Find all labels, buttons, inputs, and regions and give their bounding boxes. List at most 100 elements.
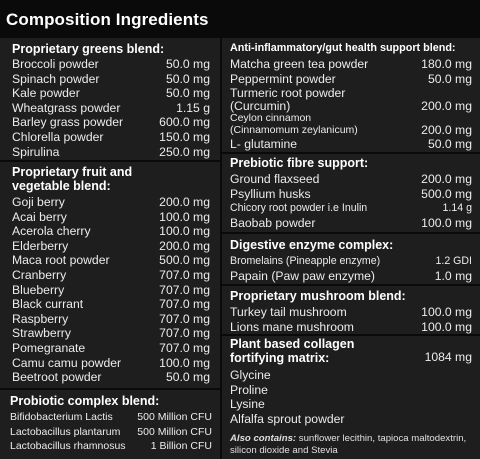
ingredient-amount: 600.0 mg <box>159 115 210 130</box>
probiotic-heading: Probiotic complex blend: <box>10 394 160 408</box>
page-title: Composition Ingredients <box>6 10 209 29</box>
ingredient-amount: 500.0 mg <box>159 253 210 268</box>
ingredient-amount: 150.0 mg <box>159 129 210 144</box>
ingredient-name: Ceylon cinnamon (Cinnamomum zeylanicum) <box>230 112 358 136</box>
ingredient-row: L- glutamine 50.0 mg <box>230 137 472 152</box>
ingredient-name: Pomegranate <box>12 340 86 355</box>
ingredient-name: Elderberry <box>12 238 69 253</box>
collagen-item: Lysine <box>230 397 265 412</box>
ingredient-row: Acerola cherry 100.0 mg <box>12 224 210 239</box>
collagen-section: Plant based collagen fortifying matrix: … <box>222 336 480 459</box>
ingredient-row: Goji berry 200.0 mg <box>12 195 210 210</box>
ingredient-amount: 200.0 mg <box>159 195 210 209</box>
ingredient-name: Barley grass powder <box>12 115 124 130</box>
ingredient-row: Baobab powder 100.0 mg <box>230 216 472 231</box>
ingredient-amount: 707.0 mg <box>159 267 210 282</box>
ingredient-amount: 707.0 mg <box>159 297 210 312</box>
collagen-item: Proline <box>230 382 268 397</box>
digestive-heading: Digestive enzyme complex: <box>230 238 394 252</box>
ingredient-row: Ground flaxseed 200.0 mg <box>230 172 472 187</box>
collagen-heading: Plant based collagen fortifying matrix: <box>230 337 355 365</box>
ingredient-amount: 500 Million CFU <box>137 411 212 423</box>
collagen-amount: 1084 mg <box>424 350 472 365</box>
ingredient-amount: 50.0 mg <box>427 137 472 152</box>
ingredient-name: L- glutamine <box>230 137 298 152</box>
ingredient-name: Cranberry <box>12 267 67 282</box>
ingredient-amount: 50.0 mg <box>165 57 210 71</box>
ingredient-name: Lions mane mushroom <box>230 319 354 334</box>
ingredient-name: Acai berry <box>12 209 67 224</box>
ingredient-name: Chlorella powder <box>12 129 104 144</box>
ingredient-name: Beetroot powder <box>12 370 102 385</box>
ingredient-row: Ceylon cinnamon (Cinnamomum zeylanicum) 2… <box>230 112 472 137</box>
ingredient-amount: 50.0 mg <box>165 370 210 385</box>
ingredient-amount: 1.15 g <box>176 100 210 115</box>
ingredient-name: Camu camu powder <box>12 355 122 370</box>
greens-section: Proprietary greens blend: Broccoli powde… <box>0 38 220 160</box>
ingredient-amount: 100.0 mg <box>159 209 210 224</box>
ingredient-name: Black currant <box>12 297 84 312</box>
ingredient-row: Spirulina 250.0 mg <box>12 145 210 160</box>
ingredient-row: Chicory root powder i.e Inulin 1.14 g <box>230 201 472 216</box>
ingredient-amount: 200.0 mg <box>421 172 472 186</box>
ingredient-name: Spirulina <box>12 144 60 159</box>
ingredient-row: Cranberry 707.0 mg <box>12 268 210 283</box>
ingredient-name: Matcha green tea powder <box>230 57 369 71</box>
ingredient-name: Papain (Paw paw enzyme) <box>230 268 375 283</box>
ingredient-row: Turmeric root powder (Curcumin) 200.0 mg <box>230 87 472 112</box>
ingredient-amount: 1 Billion CFU <box>150 440 212 453</box>
ingredient-row: Wheatgrass powder 1.15 g <box>12 101 210 116</box>
ingredient-row: Barley grass powder 600.0 mg <box>12 115 210 130</box>
also-contains-label: Also contains: <box>230 433 297 444</box>
prebiotic-heading: Prebiotic fibre support: <box>230 156 369 170</box>
collagen-item: Glycine <box>230 368 271 382</box>
ingredient-amount: 100.0 mg <box>159 355 210 370</box>
ingredient-row: Psyllium husks 500.0 mg <box>230 187 472 202</box>
mushroom-heading: Proprietary mushroom blend: <box>230 289 406 303</box>
ingredient-name: Blueberry <box>12 282 65 297</box>
ingredient-row: Peppermint powder 50.0 mg <box>230 72 472 87</box>
ingredient-amount: 707.0 mg <box>159 326 210 341</box>
ingredient-amount: 500 Million CFU <box>137 425 212 438</box>
ingredient-name: Chicory root powder i.e Inulin <box>230 202 368 215</box>
fruit-heading: Proprietary fruit and vegetable blend: <box>12 165 133 193</box>
ingredient-row: Lactobacillus plantarum 500 Million CFU <box>10 425 212 440</box>
ingredient-row: Broccoli powder 50.0 mg <box>12 57 210 72</box>
ingredient-amount: 1.14 g <box>442 202 472 215</box>
ingredient-name: Baobab powder <box>230 215 316 230</box>
ingredient-name: Bromelains (Pineapple enzyme) <box>230 255 381 267</box>
fruit-section: Proprietary fruit and vegetable blend: G… <box>0 162 220 388</box>
ingredient-amount: 1.0 mg <box>434 268 472 283</box>
ingredient-name: Lactobacillus plantarum <box>10 425 121 438</box>
ingredient-amount: 50.0 mg <box>165 71 210 86</box>
ingredient-name: Lactobacillus rhamnosus <box>10 440 126 453</box>
ingredient-row: Bromelains (Pineapple enzyme) 1.2 GDI <box>230 254 472 269</box>
ingredient-row: Acai berry 100.0 mg <box>12 210 210 225</box>
probiotic-section: Probiotic complex blend: Bifidobacterium… <box>0 390 220 459</box>
ingredient-amount: 200.0 mg <box>421 122 472 137</box>
ingredient-name: Bifidobacterium Lactis <box>10 411 113 423</box>
ingredient-name: Peppermint powder <box>230 71 336 86</box>
ingredient-amount: 1.2 GDI <box>435 255 472 267</box>
digestive-section: Digestive enzyme complex: Bromelains (Pi… <box>222 234 480 284</box>
ingredient-amount: 200.0 mg <box>421 98 472 113</box>
ingredient-row: Spinach powder 50.0 mg <box>12 72 210 87</box>
ingredient-name: Turmeric root powder (Curcumin) <box>230 86 346 113</box>
ingredient-name: Broccoli powder <box>12 57 99 71</box>
ingredient-name: Spinach powder <box>12 71 100 86</box>
ingredient-name: Turkey tail mushroom <box>230 305 347 319</box>
antiinflam-section: Anti-inflammatory/gut health support ble… <box>222 38 480 152</box>
ingredient-row: Elderberry 200.0 mg <box>12 239 210 254</box>
ingredient-name: Maca root powder <box>12 253 110 268</box>
ingredient-amount: 707.0 mg <box>159 340 210 355</box>
ingredient-row: Kale powder 50.0 mg <box>12 86 210 101</box>
ingredient-amount: 500.0 mg <box>421 186 472 201</box>
ingredient-row: Black currant 707.0 mg <box>12 297 210 312</box>
ingredient-amount: 100.0 mg <box>421 305 472 319</box>
ingredient-row: Chlorella powder 150.0 mg <box>12 130 210 145</box>
ingredient-amount: 200.0 mg <box>159 238 210 253</box>
ingredient-amount: 50.0 mg <box>165 86 210 101</box>
ingredient-amount: 707.0 mg <box>159 311 210 326</box>
prebiotic-section: Prebiotic fibre support: Ground flaxseed… <box>222 154 480 232</box>
ingredient-amount: 100.0 mg <box>159 224 210 239</box>
